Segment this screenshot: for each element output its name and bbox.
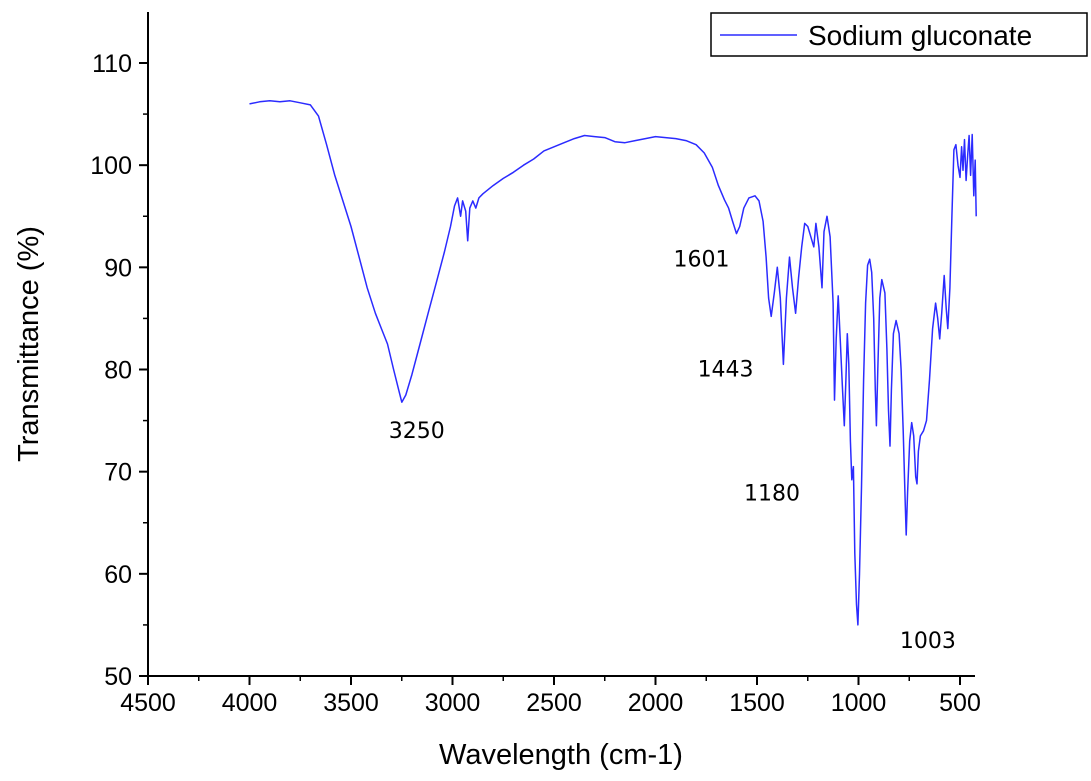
legend: Sodium gluconate bbox=[710, 12, 1088, 57]
peak-label-1180: 1180 bbox=[744, 482, 800, 507]
series-line-sodium-gluconate bbox=[249, 100, 977, 626]
y-axis-title: Transmittance (%) bbox=[13, 226, 45, 462]
x-axis-title: Wavelength (cm-1) bbox=[439, 739, 683, 771]
x-tick-label: 4500 bbox=[120, 689, 176, 717]
x-tick-label: 4000 bbox=[222, 689, 278, 717]
x-tick-label: 500 bbox=[939, 689, 981, 717]
x-tick-label: 3500 bbox=[323, 689, 379, 717]
x-tick-label: 3000 bbox=[425, 689, 481, 717]
y-tick-label: 60 bbox=[104, 561, 132, 589]
legend-label: Sodium gluconate bbox=[808, 20, 1032, 51]
x-tick-label: 2000 bbox=[628, 689, 684, 717]
peak-label-1601: 1601 bbox=[673, 248, 729, 273]
peak-annotations: 3250 1601 1443 1180 1003 bbox=[389, 248, 956, 654]
y-tick-label: 100 bbox=[90, 152, 132, 180]
plot-area: 50 60 70 80 90 100 110 4500 4000 3500 3000 2500 200… bbox=[90, 12, 981, 717]
peak-label-1003: 1003 bbox=[900, 629, 956, 654]
peak-label-1443: 1443 bbox=[698, 357, 754, 382]
y-tick-label: 50 bbox=[104, 663, 132, 691]
y-tick-label: 90 bbox=[104, 254, 132, 282]
y-tick-label: 80 bbox=[104, 357, 132, 385]
y-axis-ticks: 50 60 70 80 90 100 110 bbox=[90, 50, 148, 691]
x-tick-label: 1000 bbox=[831, 689, 887, 717]
x-axis-ticks: 4500 4000 3500 3000 2500 2000 1500 1000 500 bbox=[120, 676, 981, 717]
peak-label-3250: 3250 bbox=[389, 419, 445, 444]
x-tick-label: 2500 bbox=[526, 689, 582, 717]
y-tick-label: 110 bbox=[92, 50, 132, 78]
x-tick-label: 1500 bbox=[729, 689, 785, 717]
y-tick-label: 70 bbox=[104, 459, 132, 487]
